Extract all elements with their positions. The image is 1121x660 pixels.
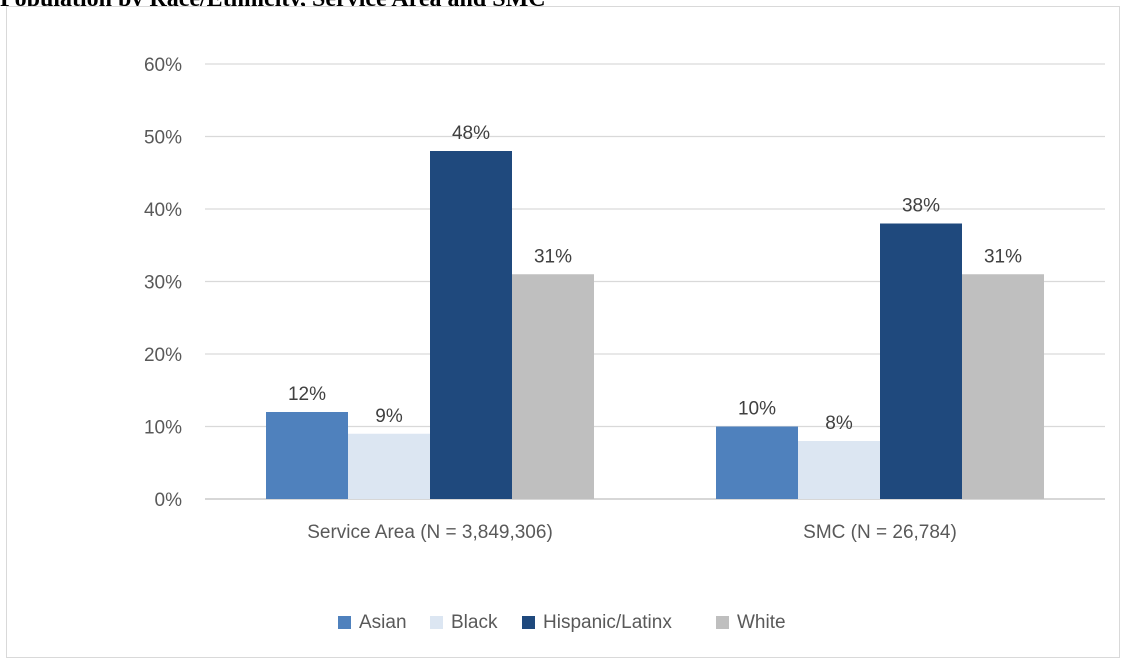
- data-label: 8%: [825, 413, 853, 434]
- y-tick-label: 60%: [144, 55, 182, 76]
- data-label: 9%: [375, 406, 403, 427]
- legend-label: White: [737, 612, 786, 633]
- data-label: 31%: [984, 246, 1022, 267]
- y-tick-label: 40%: [144, 200, 182, 221]
- data-label: 48%: [452, 123, 490, 144]
- y-tick-label: 50%: [144, 128, 182, 149]
- data-label: 31%: [534, 246, 572, 267]
- bar: [430, 151, 512, 499]
- data-label: 12%: [288, 384, 326, 405]
- bar: [348, 433, 430, 499]
- legend-swatch: [716, 616, 729, 629]
- bar: [880, 223, 962, 499]
- x-category-label: SMC (N = 26,784): [803, 522, 957, 543]
- bar: [512, 274, 594, 499]
- y-tick-label: 20%: [144, 345, 182, 366]
- bar: [962, 274, 1044, 499]
- x-category-label: Service Area (N = 3,849,306): [307, 522, 553, 543]
- legend-swatch: [522, 616, 535, 629]
- bar: [798, 441, 880, 499]
- y-tick-label: 0%: [155, 490, 183, 511]
- legend-swatch: [338, 616, 351, 629]
- bar: [716, 426, 798, 499]
- legend-label: Hispanic/Latinx: [543, 612, 672, 633]
- y-tick-label: 30%: [144, 273, 182, 294]
- y-tick-label: 10%: [144, 418, 182, 439]
- legend-label: Black: [451, 612, 498, 633]
- legend-label: Asian: [359, 612, 407, 633]
- data-label: 10%: [738, 399, 776, 420]
- bar: [266, 412, 348, 499]
- legend-swatch: [430, 616, 443, 629]
- data-label: 38%: [902, 196, 940, 217]
